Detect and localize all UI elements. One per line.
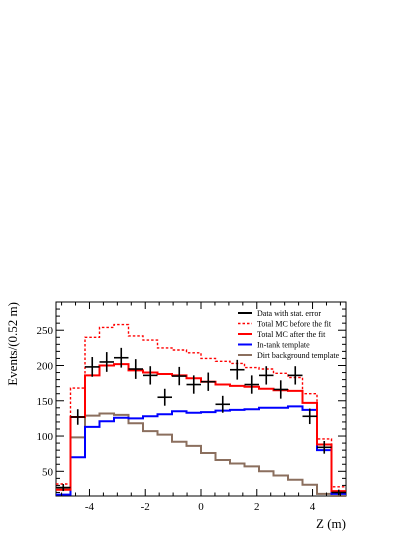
x-axis-label: Z (m) [316,516,346,531]
y-tick-label: 50 [42,466,54,478]
legend-label: Dirt background template [257,351,340,360]
x-tick-label: -2 [141,501,150,513]
x-tick-label: -4 [85,501,95,513]
legend-label: In-tank template [257,341,310,350]
x-tick-label: 4 [310,501,316,513]
legend: Data with stat. error Total MC before the… [238,309,340,360]
x-tick-label: 0 [198,501,204,513]
series-line [56,412,346,497]
x-tick-label: 2 [254,501,260,513]
data-points [56,347,346,496]
y-axis-label: Events/(0.52 m) [5,302,20,386]
legend-label: Data with stat. error [257,309,321,318]
y-tick-label: 100 [37,431,54,443]
y-tick-label: 150 [37,396,54,408]
x-axis: -4 -2 0 2 4 [61,302,341,513]
legend-label: Total MC after the fit [257,330,326,339]
y-tick-label: 200 [37,360,54,372]
y-tick-label: 250 [37,325,54,337]
legend-label: Total MC before the fit [257,320,332,329]
series-line [56,405,346,496]
y-axis: 50 100 150 200 250 [37,308,346,493]
